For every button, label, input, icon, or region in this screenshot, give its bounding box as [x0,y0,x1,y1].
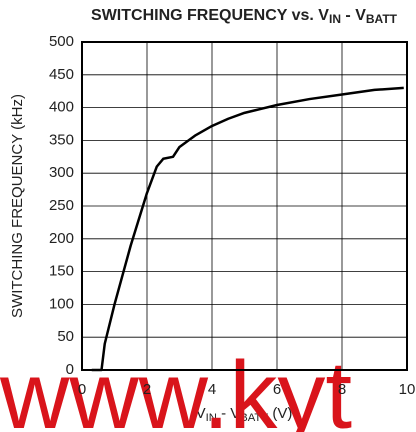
x-axis-label: VIN - VBATT (V) [196,405,293,424]
y-tick-label: 100 [49,295,74,312]
text-part: SWITCHING FREQUENCY vs. V [91,7,329,24]
text-part: - V [341,7,366,24]
x-tick-label: 10 [399,381,416,398]
y-tick-label: 500 [49,33,74,50]
subscript: IN [329,12,341,26]
chart-title: SWITCHING FREQUENCY vs. VIN - VBATT [91,7,398,26]
x-tick-label: 8 [338,381,346,398]
watermark: www.kyt [0,342,352,432]
y-tick-label: 300 [49,164,74,181]
y-tick-label: 350 [49,131,74,148]
y-tick-label: 50 [57,328,74,345]
y-tick-label: 400 [49,99,74,116]
y-tick-label: 250 [49,197,74,214]
y-tick-label: 450 [49,66,74,83]
subscript: BATT [366,12,398,26]
subscript: BATT [240,412,268,424]
plot-frame [81,41,408,371]
x-tick-label: 4 [208,381,216,398]
x-tick-label: 6 [273,381,281,398]
y-axis-label: SWITCHING FREQUENCY (kHz) [9,94,26,318]
y-tick-label: 200 [49,230,74,247]
x-tick-label: 2 [143,381,151,398]
text-part: (V) [268,405,292,422]
data-line [91,86,404,372]
x-tick-label: 0 [78,381,86,398]
text-part: V [196,405,206,422]
text-part: - V [217,405,240,422]
y-tick-label: 150 [49,263,74,280]
subscript: IN [206,412,217,424]
y-tick-label: 0 [66,361,74,378]
